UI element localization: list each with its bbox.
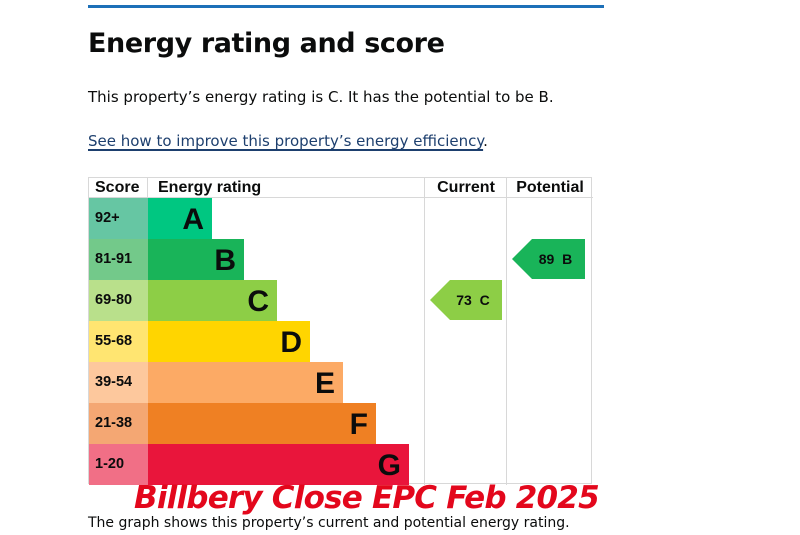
energy-rating-graph: Score Energy rating Current Potential 92… — [88, 177, 593, 485]
potential-rating-arrow: 89 B — [512, 239, 585, 279]
band-letter: F — [349, 408, 368, 441]
column-divider-current — [424, 178, 425, 485]
header-divider — [89, 197, 593, 198]
band-score-range: 69-80 — [89, 280, 148, 321]
section-top-rule — [88, 5, 604, 8]
current-rating-arrow: 73 C — [430, 280, 502, 320]
band-bar-b: B — [148, 239, 244, 280]
header-energy-rating: Energy rating — [158, 179, 262, 196]
band-bar-g: G — [148, 444, 409, 485]
improve-suffix: . — [483, 132, 488, 150]
graph-caption: The graph shows this property’s current … — [88, 515, 570, 531]
header-current: Current — [437, 179, 495, 196]
band-bar-a: A — [148, 198, 212, 239]
band-score-range: 92+ — [89, 198, 148, 239]
improve-paragraph: See how to improve this property’s energ… — [88, 132, 488, 150]
improve-energy-efficiency-link[interactable]: See how to improve this property’s energ… — [88, 132, 484, 150]
band-bar-f: F — [148, 403, 376, 444]
band-letter: G — [377, 449, 401, 482]
band-letter: C — [247, 285, 269, 318]
band-score-range: 55-68 — [89, 321, 148, 362]
band-letter: A — [182, 203, 204, 236]
page-title: Energy rating and score — [88, 28, 445, 59]
band-letter: B — [214, 244, 236, 277]
column-divider-potential — [506, 178, 507, 485]
column-divider-score — [147, 178, 148, 198]
header-score: Score — [95, 179, 140, 196]
rating-summary: This property’s energy rating is C. It h… — [88, 88, 554, 106]
band-letter: E — [314, 367, 335, 400]
band-bar-d: D — [148, 321, 310, 362]
band-letter: D — [280, 326, 302, 359]
band-score-range: 21-38 — [89, 403, 148, 444]
band-score-range: 1-20 — [89, 444, 148, 485]
band-score-range: 81-91 — [89, 239, 148, 280]
band-bar-c: C — [148, 280, 277, 321]
band-bar-e: E — [148, 362, 343, 403]
watermark-text: Billbery Close EPC Feb 2025 — [134, 480, 600, 516]
band-score-range: 39-54 — [89, 362, 148, 403]
header-potential: Potential — [516, 179, 584, 196]
